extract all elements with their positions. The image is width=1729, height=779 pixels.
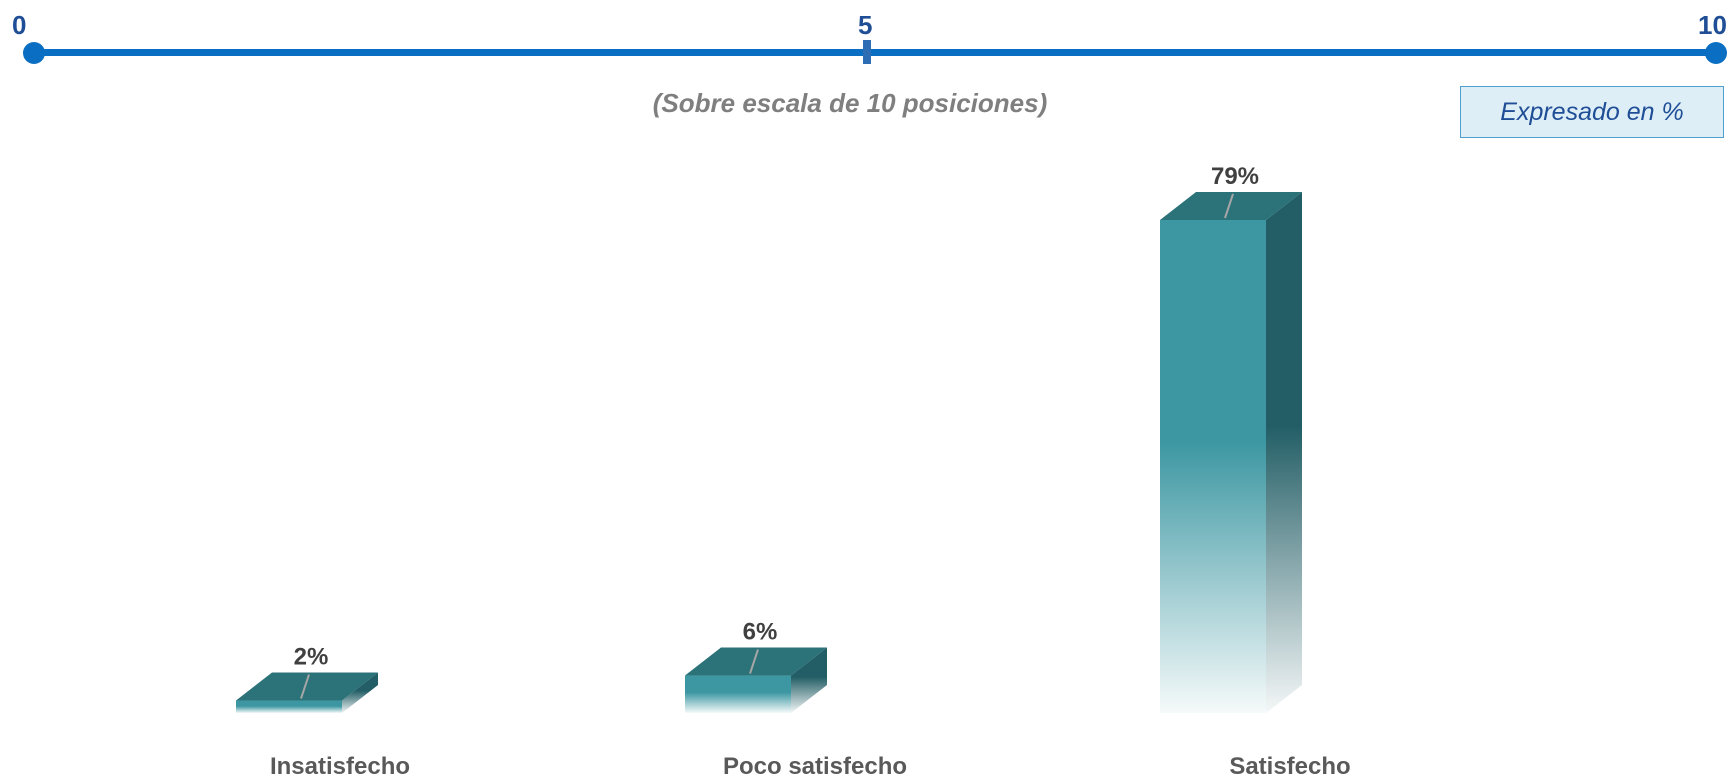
data-label: 79% [1211,163,1259,190]
data-label: 6% [743,619,778,646]
scale-max-label: 10 [1698,10,1727,40]
scale-mid-tick [863,40,871,64]
bar-top [1160,192,1302,220]
data-label-leader [749,649,759,674]
scale-subtitle: (Sobre escala de 10 posiciones) [652,88,1048,118]
bar-front [1160,220,1266,713]
scale-start-dot [23,42,45,64]
bar-side [342,672,378,713]
category-label: Satisfecho [1229,753,1350,779]
bar-top [685,647,827,676]
scale-end-dot [1705,42,1727,64]
data-label-leader [1224,193,1234,219]
bar-side [1266,192,1302,713]
category-label: Insatisfecho [270,753,410,779]
bar-side [791,647,827,713]
unit-note: Expresado en % [1460,86,1724,138]
bar-front [236,700,342,713]
bar-top [236,672,378,701]
data-label: 2% [294,644,329,671]
category-label: Poco satisfecho [723,753,907,779]
scale-line [32,49,1712,56]
data-label-leader [300,674,310,699]
bar-front [685,675,791,713]
scale-mid-label: 5 [858,10,873,40]
satisfaction-scale: 0 5 10 [0,0,1729,110]
scale-min-label: 0 [12,10,27,40]
